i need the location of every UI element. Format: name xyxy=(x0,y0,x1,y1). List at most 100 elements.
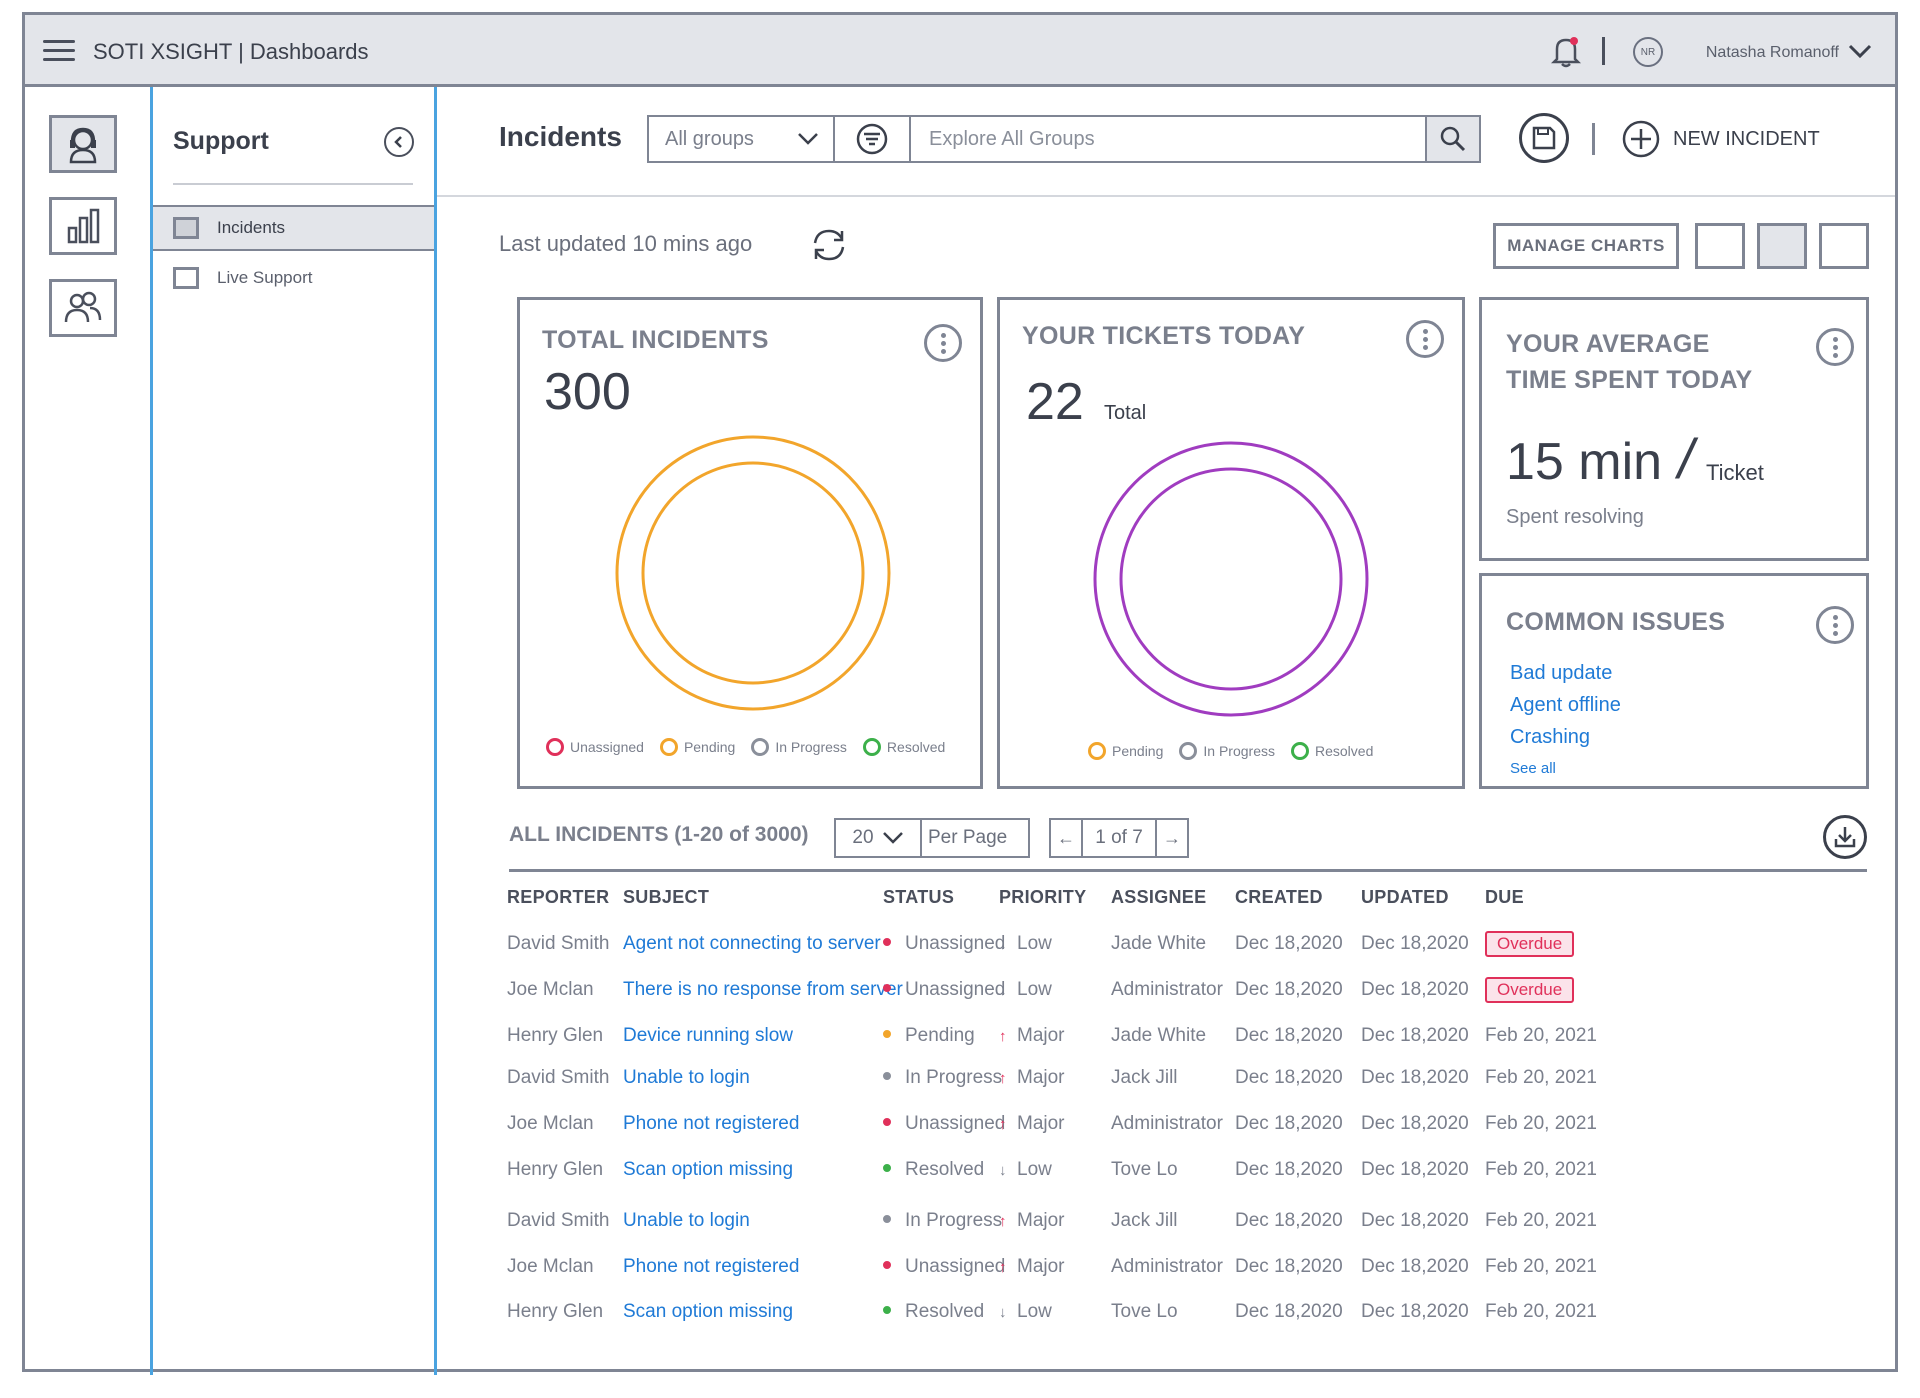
legend-item: Unassigned xyxy=(546,738,644,756)
hamburger-menu-icon[interactable] xyxy=(43,40,75,62)
kebab-menu-icon[interactable] xyxy=(1406,320,1444,358)
card-title: COMMON ISSUES xyxy=(1506,608,1726,636)
legend-label: Pending xyxy=(683,739,736,755)
kebab-menu-icon[interactable] xyxy=(1816,328,1854,366)
search-bar: All groups xyxy=(647,115,1481,163)
column-header-subject[interactable]: SUBJECT xyxy=(623,887,710,907)
cell-subject-link[interactable]: Scan option missing xyxy=(623,1159,794,1180)
issue-link-agent-offline[interactable]: Agent offline xyxy=(1510,694,1621,716)
kebab-menu-icon[interactable] xyxy=(924,324,962,362)
issue-link-crashing[interactable]: Crashing xyxy=(1510,726,1591,748)
column-header-updated[interactable]: UPDATED xyxy=(1361,887,1449,907)
cell-subject-link[interactable]: Agent not connecting to server xyxy=(623,933,881,954)
live-support-item-icon xyxy=(173,267,199,289)
new-incident-button[interactable]: NEW INCIDENT xyxy=(1621,117,1820,161)
app-window: SOTI XSIGHT | Dashboards NR Natasha Roma… xyxy=(22,12,1898,1375)
sidebar-item-live-support[interactable]: Live Support xyxy=(153,255,434,301)
column-header-status[interactable]: STATUS xyxy=(883,887,955,907)
cell-subject-link[interactable]: Unable to login xyxy=(623,1210,750,1231)
overdue-badge: Overdue xyxy=(1485,931,1575,957)
cell-assignee: Jade White xyxy=(1111,933,1207,954)
layout-option-2[interactable] xyxy=(1757,223,1807,269)
status-dot-icon xyxy=(883,1260,891,1269)
arrow-up-icon: ↑ xyxy=(999,1028,1007,1045)
cell-created: Dec 18,2020 xyxy=(1235,1210,1343,1231)
see-all-link[interactable]: See all xyxy=(1510,760,1556,777)
filter-button[interactable] xyxy=(835,117,911,161)
cell-due: Feb 20, 2021 xyxy=(1485,1210,1597,1231)
tickets-today-donut xyxy=(1093,441,1369,717)
column-header-reporter[interactable]: REPORTER xyxy=(507,887,610,907)
cell-reporter: David Smith xyxy=(507,1210,610,1231)
cell-assignee: Tove Lo xyxy=(1111,1301,1178,1322)
legend-dot-pending xyxy=(1088,742,1106,760)
cell-subject-link[interactable]: Unable to login xyxy=(623,1067,750,1088)
cell-created: Dec 18,2020 xyxy=(1235,1067,1343,1088)
column-header-priority[interactable]: PRIORITY xyxy=(999,887,1087,907)
analytics-nav-button[interactable] xyxy=(49,197,117,255)
header-divider xyxy=(1592,123,1595,155)
status-dot-icon xyxy=(883,1071,891,1080)
cell-reporter: Joe Mclan xyxy=(507,1256,594,1277)
cell-updated: Dec 18,2020 xyxy=(1361,1301,1469,1322)
header-separator xyxy=(437,195,1895,197)
cell-assignee: Administrator xyxy=(1111,1256,1223,1277)
cell-due: Overdue xyxy=(1485,931,1575,957)
users-nav-button[interactable] xyxy=(49,279,117,337)
issue-link-bad-update[interactable]: Bad update xyxy=(1510,662,1613,684)
cell-subject-link[interactable]: Phone not registered xyxy=(623,1113,800,1134)
status-label: Unassigned xyxy=(905,979,1006,1000)
cell-status: Unassigned xyxy=(883,1113,1005,1135)
column-header-due[interactable]: DUE xyxy=(1485,887,1524,907)
notification-bell-icon[interactable] xyxy=(1549,33,1583,69)
chevron-down-icon[interactable] xyxy=(1847,41,1873,61)
refresh-icon[interactable] xyxy=(807,223,851,267)
cell-created: Dec 18,2020 xyxy=(1235,933,1343,954)
average-time-unit: Ticket xyxy=(1706,460,1764,485)
arrow-up-icon: ↑ xyxy=(999,1116,1007,1133)
group-select[interactable]: All groups xyxy=(649,117,835,161)
legend-item: Resolved xyxy=(862,738,945,756)
sidebar-item-incidents[interactable]: Incidents xyxy=(153,205,434,251)
support-nav-button[interactable] xyxy=(49,115,117,173)
cell-created: Dec 18,2020 xyxy=(1235,1256,1343,1277)
search-input[interactable] xyxy=(911,117,1425,161)
layout-option-1[interactable] xyxy=(1695,223,1745,269)
collapse-panel-button[interactable] xyxy=(384,127,414,157)
cell-subject-link[interactable]: Phone not registered xyxy=(623,1256,800,1277)
legend-item: Pending xyxy=(1088,742,1163,760)
status-dot-icon xyxy=(883,1029,891,1038)
cell-subject-link[interactable]: There is no response from server xyxy=(623,979,903,1000)
legend-item: In Progress xyxy=(1179,742,1275,760)
cell-created: Dec 18,2020 xyxy=(1235,1025,1343,1046)
layout-option-3[interactable] xyxy=(1819,223,1869,269)
cell-assignee: Jack Jill xyxy=(1111,1210,1178,1231)
last-updated-text: Last updated 10 mins ago xyxy=(499,231,753,256)
user-name[interactable]: Natasha Romanoff xyxy=(1705,44,1839,61)
manage-charts-button[interactable]: MANAGE CHARTS xyxy=(1493,223,1679,269)
save-button[interactable] xyxy=(1519,113,1569,163)
cell-subject-link[interactable]: Device running slow xyxy=(623,1025,794,1046)
tickets-today-legend: Pending In Progress Resolved xyxy=(1088,742,1389,760)
column-header-created[interactable]: CREATED xyxy=(1235,887,1323,907)
cell-subject-link[interactable]: Scan option missing xyxy=(623,1301,794,1322)
kebab-menu-icon[interactable] xyxy=(1816,606,1854,644)
users-icon xyxy=(64,291,102,323)
download-button[interactable] xyxy=(1823,815,1867,859)
status-dot-icon xyxy=(883,1163,891,1172)
cell-priority: ↓ Low xyxy=(999,979,1052,1001)
cell-status: In Progress xyxy=(883,1067,1002,1089)
legend-item: In Progress xyxy=(751,738,847,756)
average-time-value: 15 min xyxy=(1506,433,1663,491)
column-header-assignee[interactable]: ASSIGNEE xyxy=(1111,887,1207,907)
avatar[interactable]: NR xyxy=(1633,37,1663,67)
cell-assignee: Administrator xyxy=(1111,979,1223,1000)
next-page-button[interactable]: → xyxy=(1155,820,1187,856)
cell-due: Feb 20, 2021 xyxy=(1485,1159,1597,1180)
per-page-dropdown[interactable]: 20 xyxy=(836,820,922,856)
search-button[interactable] xyxy=(1425,117,1479,161)
cell-reporter: Joe Mclan xyxy=(507,979,594,1000)
average-time-caption: Spent resolving xyxy=(1506,506,1644,528)
cell-priority: ↑ Major xyxy=(999,1210,1065,1232)
prev-page-button[interactable]: ← xyxy=(1051,820,1083,856)
